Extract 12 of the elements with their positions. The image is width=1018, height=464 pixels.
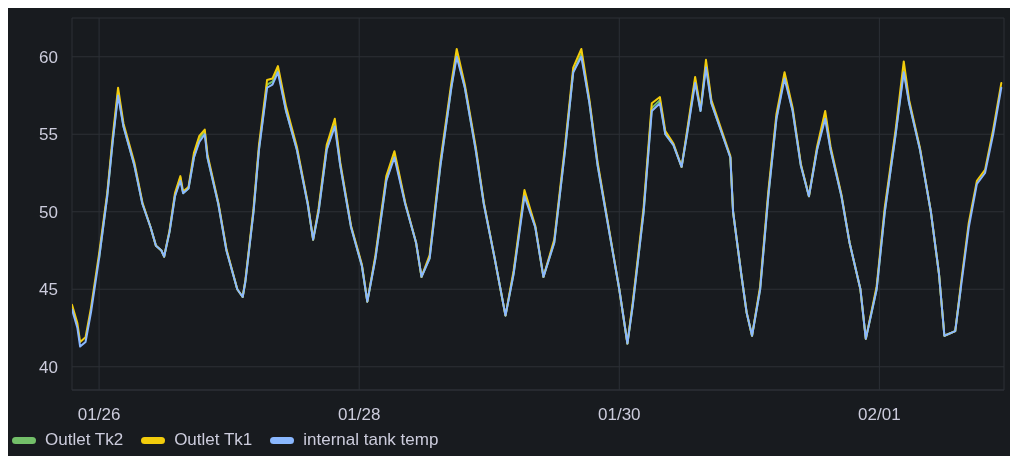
legend-label: internal tank temp (303, 430, 439, 450)
legend-label: Outlet Tk2 (45, 430, 124, 450)
x-tick-label: 01/28 (337, 405, 381, 425)
y-tick-label: 60 (39, 47, 58, 67)
y-tick-label: 55 (39, 125, 58, 145)
y-tick-label: 45 (39, 280, 58, 300)
y-tick-label: 40 (39, 357, 58, 377)
legend-label: Outlet Tk1 (174, 430, 253, 450)
x-tick-label: 01/30 (598, 405, 641, 425)
x-tick-label: 02/01 (858, 405, 901, 425)
y-tick-label: 50 (39, 202, 58, 222)
x-tick-label: 01/26 (77, 405, 121, 425)
